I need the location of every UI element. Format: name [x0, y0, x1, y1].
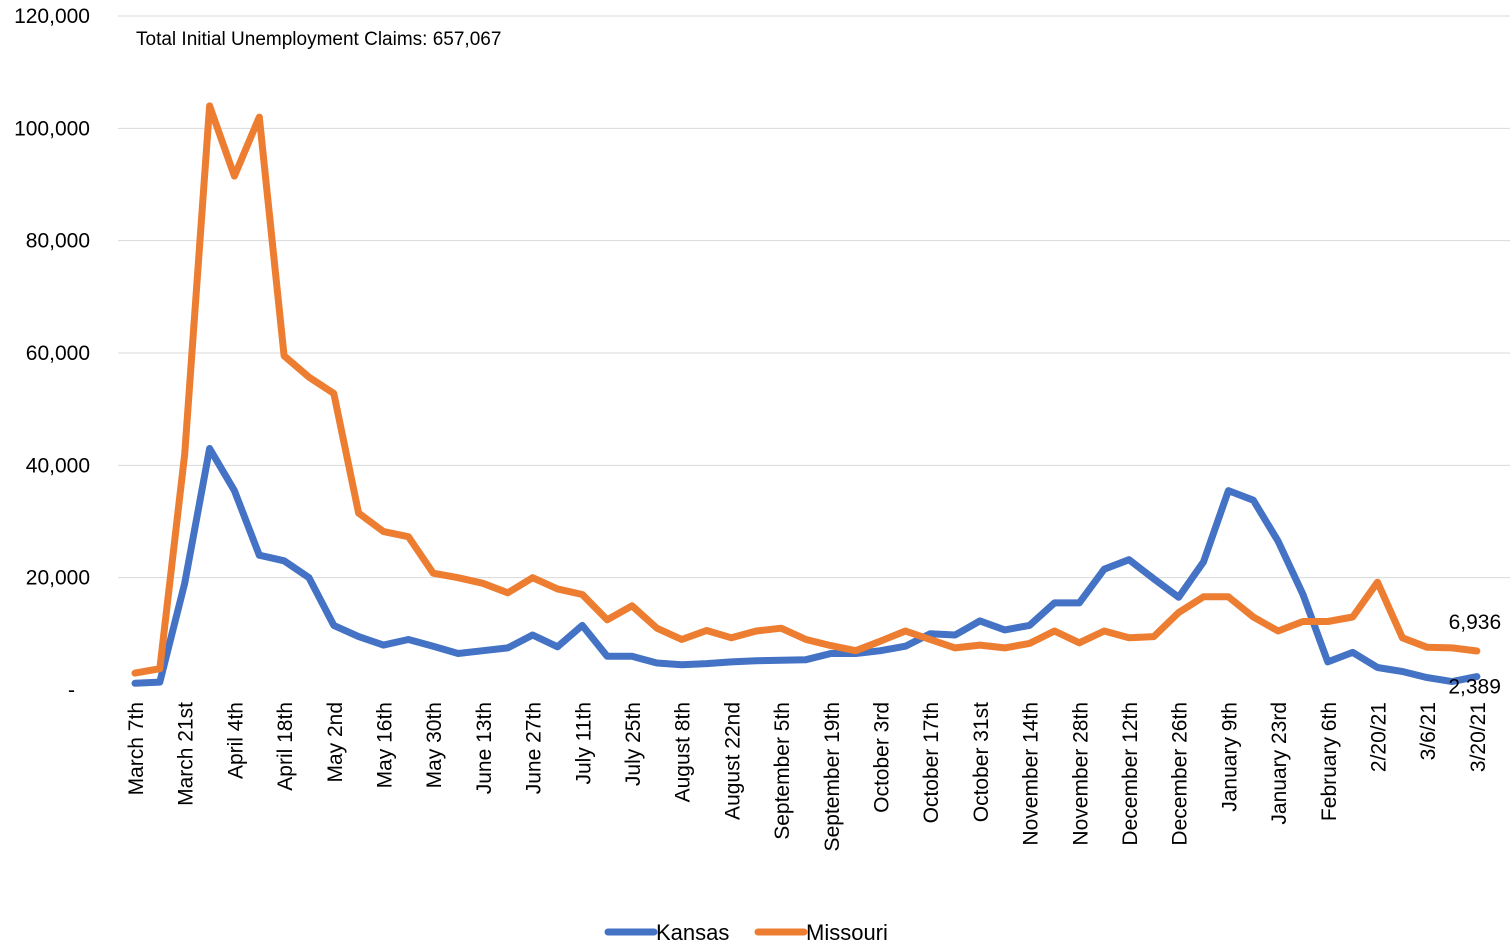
x-tick-label: October 31st: [970, 702, 993, 822]
x-tick-label: January 23rd: [1268, 702, 1291, 825]
x-tick-label: November 28th: [1069, 702, 1092, 846]
y-tick-label: -: [68, 679, 75, 702]
x-tick-label: March 7th: [125, 702, 148, 795]
x-tick-label: May 16th: [374, 702, 397, 788]
x-tick-label: July 11th: [572, 702, 595, 785]
x-tick-label: July 25th: [622, 702, 645, 786]
legend-label-missouri: Missouri: [806, 920, 888, 944]
x-tick-label: June 13th: [473, 702, 496, 794]
legend: Kansas Missouri: [604, 920, 888, 944]
series-line-missouri: [131, 102, 1481, 677]
x-tick-label: 3/6/21: [1417, 702, 1440, 760]
x-tick-label: May 2nd: [324, 702, 347, 783]
y-tick-label: 40,000: [26, 454, 90, 477]
y-tick-label: 80,000: [26, 230, 90, 253]
total-claims-annotation: Total Initial Unemployment Claims: 657,0…: [136, 29, 501, 50]
y-axis-tick-labels: - 20,000 40,000 60,000 80,000 100,000 120,000: [14, 5, 90, 702]
x-tick-label: December 12th: [1119, 702, 1142, 846]
data-label-kansas-last: 2,389: [1448, 676, 1501, 699]
x-tick-label: September 19th: [821, 702, 844, 851]
y-tick-label: 100,000: [14, 117, 90, 140]
x-tick-label: April 18th: [274, 702, 297, 791]
x-tick-label: January 9th: [1218, 702, 1241, 812]
x-axis-tick-labels: March 7th March 21st April 4th April 18th Ma…: [125, 702, 1490, 852]
x-tick-label: 2/20/21: [1368, 702, 1391, 772]
x-tick-label: October 3rd: [871, 702, 894, 813]
x-tick-label: 3/20/21: [1467, 702, 1490, 772]
y-tick-label: 60,000: [26, 342, 90, 365]
y-tick-label: 120,000: [14, 5, 90, 28]
x-tick-label: September 5th: [771, 702, 794, 840]
x-tick-label: March 21st: [175, 702, 198, 806]
data-label-missouri-last: 6,936: [1449, 611, 1502, 634]
gridlines: [118, 15, 1510, 579]
x-tick-label: December 26th: [1169, 702, 1192, 846]
data-labels: 2,389 6,936: [1448, 611, 1501, 699]
legend-label-kansas: Kansas: [656, 920, 729, 944]
x-tick-label: November 14th: [1020, 702, 1043, 846]
x-tick-label: August 22nd: [721, 702, 744, 820]
x-tick-label: February 6th: [1318, 702, 1341, 821]
x-tick-label: June 27th: [523, 702, 546, 794]
x-tick-label: April 4th: [224, 702, 247, 779]
series-lines: [131, 102, 1481, 687]
series-line-kansas: [131, 445, 1481, 687]
x-tick-label: October 17th: [920, 702, 943, 823]
x-tick-label: August 8th: [672, 702, 695, 802]
y-tick-label: 20,000: [26, 567, 90, 590]
x-tick-label: May 30th: [423, 702, 446, 788]
